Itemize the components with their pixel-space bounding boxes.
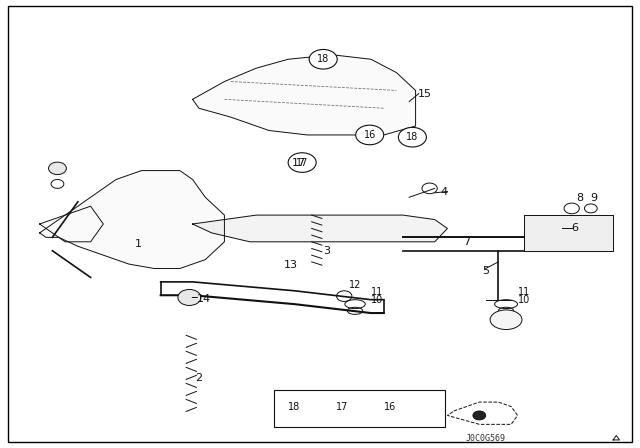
Circle shape: [288, 153, 316, 172]
Text: 10: 10: [518, 295, 530, 305]
Polygon shape: [40, 171, 225, 268]
Text: 10: 10: [371, 295, 383, 305]
Bar: [274, 390, 445, 426]
Text: 8: 8: [576, 193, 583, 203]
Text: 16: 16: [364, 130, 376, 140]
Text: J0C0G569: J0C0G569: [466, 434, 506, 443]
Text: 11: 11: [518, 287, 530, 297]
Text: 18: 18: [317, 54, 330, 64]
Ellipse shape: [331, 411, 354, 420]
Polygon shape: [193, 55, 415, 135]
Text: 12: 12: [349, 280, 361, 290]
Text: 9: 9: [591, 193, 598, 203]
Circle shape: [49, 162, 67, 175]
Ellipse shape: [178, 289, 201, 306]
Polygon shape: [524, 215, 613, 251]
Circle shape: [398, 127, 426, 147]
Text: 6: 6: [572, 224, 579, 233]
Polygon shape: [193, 215, 447, 242]
Ellipse shape: [379, 411, 401, 420]
Text: 3: 3: [323, 246, 330, 256]
Ellipse shape: [490, 310, 522, 330]
Text: 17: 17: [296, 158, 308, 168]
Text: 16: 16: [384, 401, 396, 412]
Text: 14: 14: [197, 294, 211, 304]
Text: 2: 2: [195, 373, 202, 383]
Circle shape: [356, 125, 384, 145]
Text: 4: 4: [441, 187, 448, 197]
Circle shape: [473, 411, 486, 420]
Text: 17: 17: [292, 158, 306, 168]
Text: 5: 5: [482, 266, 489, 276]
Text: 13: 13: [284, 260, 298, 271]
Circle shape: [309, 49, 337, 69]
Ellipse shape: [283, 411, 306, 420]
Text: 18: 18: [406, 132, 419, 142]
Text: 7: 7: [463, 237, 470, 247]
Text: 1: 1: [135, 239, 142, 249]
Text: 15: 15: [418, 89, 432, 99]
Text: 18: 18: [289, 401, 301, 412]
Text: 11: 11: [371, 287, 383, 297]
Text: 17: 17: [336, 401, 349, 412]
